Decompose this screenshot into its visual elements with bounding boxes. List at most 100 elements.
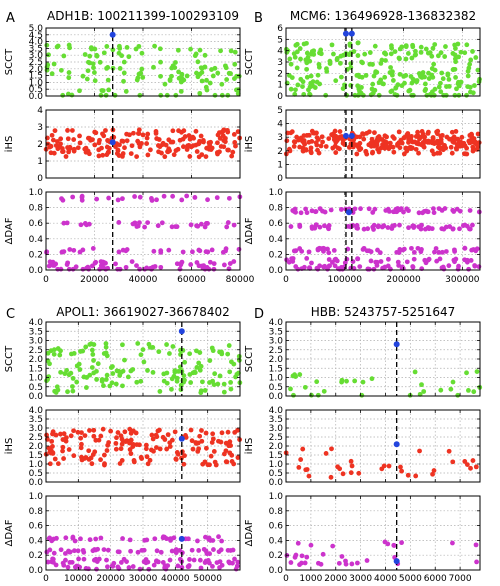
data-point xyxy=(426,76,432,81)
data-point xyxy=(63,435,69,440)
data-point xyxy=(434,258,440,264)
data-point xyxy=(375,135,381,140)
data-point xyxy=(404,259,410,265)
data-point xyxy=(315,247,321,253)
data-point xyxy=(89,347,95,353)
data-point xyxy=(70,388,76,394)
data-point xyxy=(314,379,320,385)
x-tick-label: 6000 xyxy=(424,574,447,584)
data-point xyxy=(60,448,65,454)
data-point xyxy=(44,42,50,48)
data-point xyxy=(467,89,473,95)
highlight-point xyxy=(348,132,355,139)
data-point xyxy=(180,144,186,150)
data-point xyxy=(201,546,207,552)
data-point xyxy=(124,138,130,144)
highlight-point xyxy=(348,30,355,37)
data-point xyxy=(313,209,319,214)
data-point xyxy=(158,264,164,270)
x-tick-label: 10000 xyxy=(64,574,93,584)
data-point xyxy=(155,223,161,229)
data-point xyxy=(89,365,95,370)
data-point xyxy=(90,137,95,143)
data-point xyxy=(325,266,330,272)
data-point xyxy=(372,130,377,136)
data-point xyxy=(162,534,168,540)
data-point xyxy=(149,432,155,438)
data-point xyxy=(142,224,147,230)
y-axis-label: ΔDAF xyxy=(244,519,255,546)
data-point xyxy=(199,438,205,444)
data-point xyxy=(121,59,127,65)
y-tick-label: 0.4 xyxy=(29,536,44,546)
data-point xyxy=(371,73,377,79)
plot-frame xyxy=(285,495,481,571)
data-point xyxy=(309,139,315,144)
data-point xyxy=(137,194,143,200)
y-tick-label: 0.5 xyxy=(29,85,43,95)
data-point xyxy=(197,47,203,53)
subplot-ddaf: 0.0 0.2 0.4 0.6 0.8 1.0 ΔDAF xyxy=(244,188,482,276)
data-point xyxy=(128,151,134,156)
data-point xyxy=(50,559,56,565)
data-point xyxy=(357,264,363,269)
data-point xyxy=(474,369,480,375)
y-tick-label: 4 xyxy=(277,120,283,130)
y-axis-label: ΔDAF xyxy=(4,217,15,244)
data-point xyxy=(311,48,317,54)
data-point xyxy=(429,53,435,59)
data-point xyxy=(92,129,98,135)
data-point xyxy=(110,371,116,376)
data-point xyxy=(466,266,472,272)
data-point xyxy=(388,51,394,57)
data-point xyxy=(438,50,444,56)
data-point xyxy=(376,223,382,229)
data-point xyxy=(202,52,208,58)
data-point xyxy=(128,451,134,457)
data-point xyxy=(235,559,241,565)
data-point xyxy=(215,381,221,387)
data-point xyxy=(325,246,330,252)
data-point xyxy=(120,368,126,374)
data-point xyxy=(312,85,318,90)
y-tick-label: 0.5 xyxy=(269,469,283,479)
y-tick-label: 1.0 xyxy=(269,374,284,384)
data-point xyxy=(217,149,222,155)
subplot-ddaf: 0.0 0.2 0.4 0.6 0.8 1.0 ΔDAF xyxy=(244,492,481,576)
data-point xyxy=(210,73,216,79)
data-point xyxy=(419,247,424,252)
data-point xyxy=(473,248,479,254)
data-point xyxy=(307,265,312,271)
x-tick-label: 4000 xyxy=(374,574,397,584)
data-point xyxy=(452,42,458,48)
data-point xyxy=(457,226,462,232)
data-point xyxy=(378,145,384,151)
data-point xyxy=(407,87,413,93)
data-point xyxy=(136,131,142,136)
data-point xyxy=(433,246,439,251)
data-point xyxy=(114,435,119,441)
data-point xyxy=(355,53,361,58)
data-point xyxy=(235,129,241,135)
data-point xyxy=(373,69,379,75)
data-point xyxy=(316,61,322,67)
data-point xyxy=(297,372,303,377)
data-point xyxy=(454,206,460,212)
x-tick-label: 7000 xyxy=(449,574,472,584)
highlight-point xyxy=(393,341,400,348)
data-point xyxy=(170,344,176,349)
data-point xyxy=(170,128,176,134)
data-point xyxy=(126,54,132,60)
data-point xyxy=(330,259,335,265)
data-point xyxy=(134,263,139,269)
data-point xyxy=(334,56,340,61)
data-point xyxy=(212,371,218,377)
data-point xyxy=(139,141,144,146)
y-tick-label: 0.8 xyxy=(269,204,284,214)
data-point xyxy=(67,247,73,252)
data-point xyxy=(416,141,422,147)
data-point xyxy=(134,224,140,229)
data-point xyxy=(470,49,475,54)
data-point xyxy=(337,129,343,134)
data-point xyxy=(146,341,152,347)
